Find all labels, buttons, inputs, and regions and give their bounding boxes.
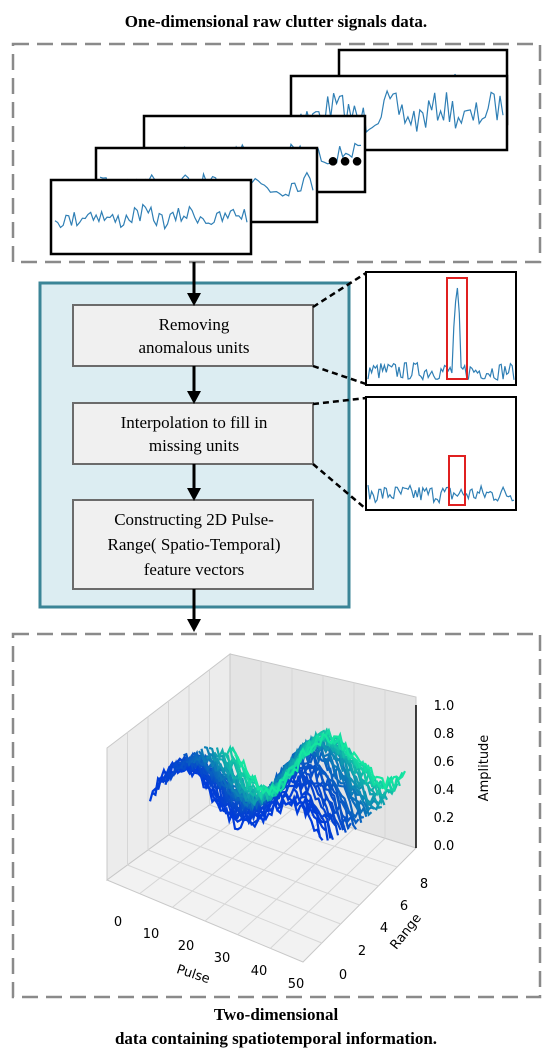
step-removing-line2: anomalous units bbox=[139, 338, 250, 357]
zoom-trace bbox=[367, 483, 515, 505]
x-axis-label: Pulse bbox=[174, 962, 211, 987]
bottom-title-line1: Two-dimensional bbox=[214, 1005, 339, 1024]
arrowhead-raw-to-removing bbox=[187, 293, 201, 306]
zoom-panel-interpolated-signal bbox=[367, 483, 515, 505]
step-interpolation-line1: Interpolation to fill in bbox=[121, 413, 268, 432]
z-axis-label: Amplitude bbox=[477, 735, 492, 802]
plot3d-surface bbox=[148, 727, 406, 841]
surface-ribbon bbox=[172, 755, 345, 831]
step-removing-line1: Removing bbox=[159, 315, 230, 334]
step-constructing-line1: Constructing 2D Pulse- bbox=[114, 510, 274, 529]
surface-ribbon bbox=[159, 763, 332, 839]
y-axis-label: Range bbox=[388, 911, 425, 953]
signal-trace bbox=[294, 89, 504, 134]
surface-ribbon bbox=[234, 732, 406, 796]
zoom-trace bbox=[367, 287, 515, 382]
signal-trace bbox=[54, 203, 248, 231]
x-tick-label: 10 bbox=[143, 927, 160, 942]
arrowhead-removing-to-interp bbox=[187, 391, 201, 404]
x-tick-label: 0 bbox=[114, 915, 122, 930]
x-tick-label: 50 bbox=[288, 977, 305, 992]
signal-frame bbox=[49, 178, 253, 256]
plot3d-gridlines bbox=[127, 661, 398, 949]
step-box-interpolation bbox=[72, 402, 314, 465]
bottom-title-line2: data containing spatiotemporal informati… bbox=[115, 1029, 437, 1048]
connector-interp-bottom bbox=[312, 463, 367, 510]
x-tick-label: 40 bbox=[251, 964, 268, 979]
x-axis-ticks: 0 10 20 30 40 50 bbox=[114, 915, 304, 992]
z-tick-label: 1.0 bbox=[434, 699, 455, 714]
interpolated-highlight-box bbox=[448, 455, 466, 506]
y-tick-label: 4 bbox=[380, 921, 388, 936]
step-constructing-line3: feature vectors bbox=[144, 560, 245, 579]
z-axis-ticks: 1.0 0.8 0.6 0.4 0.2 0.0 bbox=[434, 699, 455, 854]
zoom-panel-anomaly-signal bbox=[367, 287, 515, 382]
y-tick-label: 8 bbox=[420, 877, 428, 892]
arrowhead-interp-to-construct bbox=[187, 488, 201, 501]
anomaly-highlight-box bbox=[446, 277, 468, 380]
z-tick-label: 0.6 bbox=[434, 755, 455, 770]
top-title: One-dimensional raw clutter signals data… bbox=[125, 12, 427, 31]
y-axis-ticks: 0 2 4 6 8 bbox=[339, 877, 428, 983]
raw-signal-frames bbox=[49, 48, 509, 256]
y-tick-label: 0 bbox=[339, 968, 347, 983]
z-tick-label: 0.0 bbox=[434, 839, 455, 854]
step-constructing-line2: Range( Spatio-Temporal) bbox=[107, 535, 280, 554]
y-tick-label: 6 bbox=[400, 899, 408, 914]
y-tick-label: 2 bbox=[358, 944, 366, 959]
z-tick-label: 0.4 bbox=[434, 783, 455, 798]
step-interpolation-line2: missing units bbox=[149, 436, 239, 455]
ellipsis-dots: ●●● bbox=[327, 150, 363, 172]
x-tick-label: 30 bbox=[214, 951, 231, 966]
x-tick-label: 20 bbox=[178, 939, 195, 954]
arrowhead-construct-to-plot bbox=[187, 619, 201, 632]
z-tick-label: 0.2 bbox=[434, 811, 455, 826]
surface-ribbon bbox=[203, 738, 375, 811]
step-box-removing bbox=[72, 304, 314, 367]
connector-interp-top bbox=[312, 396, 367, 406]
plot3d-dashed-box bbox=[11, 632, 542, 999]
connector-removing-top bbox=[312, 271, 367, 309]
raw-signals-dashed-box bbox=[11, 42, 542, 264]
z-tick-label: 0.8 bbox=[434, 727, 455, 742]
